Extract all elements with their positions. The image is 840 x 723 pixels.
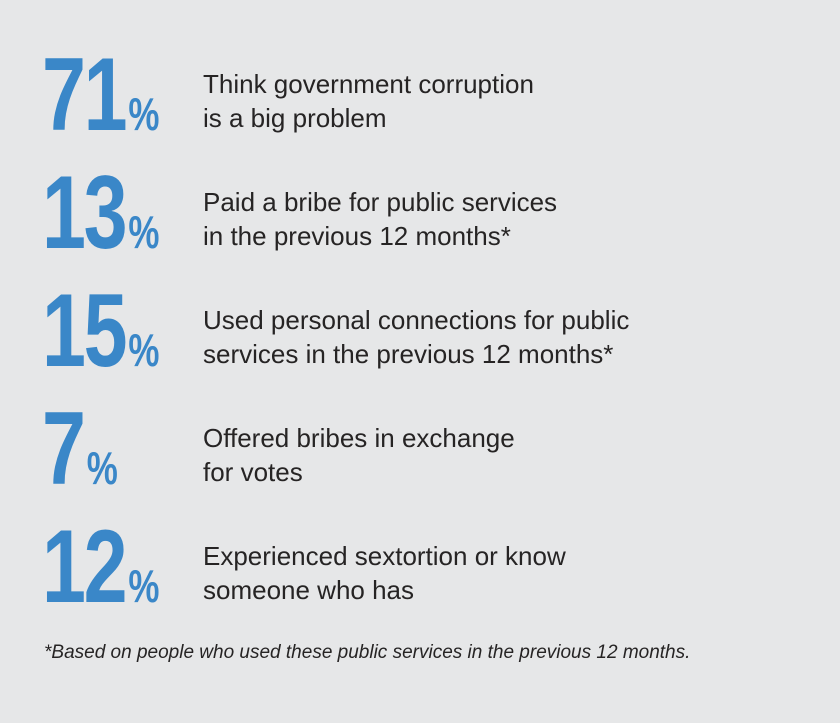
stat-description-line2: someone who has bbox=[203, 575, 415, 605]
stat-number-text: 71 bbox=[42, 37, 128, 153]
stat-row-vote-bribes: 7 % Offered bribes in exchange for votes bbox=[42, 390, 800, 508]
percent-sign: % bbox=[128, 88, 159, 140]
stat-description-line1: Used personal connections for public bbox=[203, 305, 630, 335]
percent-sign: % bbox=[128, 206, 159, 258]
stat-value-paid-bribe: 13 % bbox=[42, 161, 164, 265]
stat-description-paid-bribe: Paid a bribe for public services in the … bbox=[203, 185, 557, 253]
stat-description-line2: in the previous 12 months* bbox=[203, 221, 511, 251]
stat-value-big-problem: 71 % bbox=[42, 43, 164, 147]
stat-value-personal-connections: 15 % bbox=[42, 279, 164, 383]
stat-number-text: 15 bbox=[42, 273, 128, 389]
stat-row-paid-bribe: 13 % Paid a bribe for public services in… bbox=[42, 154, 800, 272]
stat-value-vote-bribes: 7 % bbox=[42, 397, 164, 501]
stat-row-big-problem: 71 % Think government corruption is a bi… bbox=[42, 36, 800, 154]
corruption-stats-infographic: 71 % Think government corruption is a bi… bbox=[42, 36, 800, 663]
stat-value-sextortion: 12 % bbox=[42, 515, 164, 619]
stat-description-line1: Think government corruption bbox=[203, 69, 534, 99]
stat-description-line1: Paid a bribe for public services bbox=[203, 187, 558, 217]
stat-description-vote-bribes: Offered bribes in exchange for votes bbox=[203, 421, 515, 489]
stat-description-big-problem: Think government corruption is a big pro… bbox=[203, 67, 534, 135]
footnote: *Based on people who used these public s… bbox=[44, 642, 691, 663]
stat-description-personal-connections: Used personal connections for public ser… bbox=[203, 303, 629, 371]
stat-description-sextortion: Experienced sextortion or know someone w… bbox=[203, 539, 566, 607]
stat-row-sextortion: 12 % Experienced sextortion or know some… bbox=[42, 508, 800, 626]
stat-number-text: 13 bbox=[42, 155, 128, 271]
stat-description-line1: Experienced sextortion or know bbox=[203, 541, 566, 571]
stat-number-text: 12 bbox=[42, 509, 128, 625]
stat-row-personal-connections: 15 % Used personal connections for publi… bbox=[42, 272, 800, 390]
percent-sign: % bbox=[128, 324, 159, 376]
stat-description-line1: Offered bribes in exchange bbox=[203, 423, 515, 453]
stat-description-line2: is a big problem bbox=[203, 103, 387, 133]
stat-description-line2: for votes bbox=[203, 457, 303, 487]
percent-sign: % bbox=[86, 442, 118, 494]
percent-sign: % bbox=[128, 560, 159, 612]
stat-description-line2: services in the previous 12 months* bbox=[203, 339, 614, 369]
stat-number-text: 7 bbox=[42, 391, 86, 507]
